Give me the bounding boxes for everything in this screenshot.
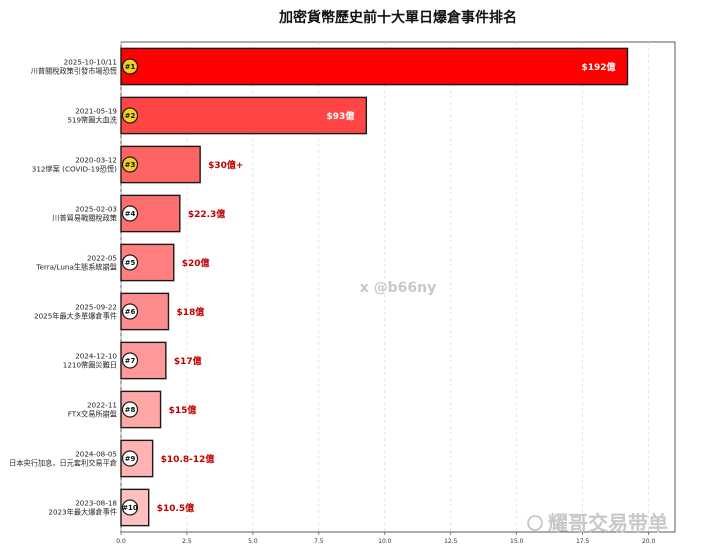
value-label: $22.3億 [188, 208, 225, 220]
category-event: 日本央行加息，日元套利交易平倉 [9, 459, 117, 468]
rank-badge [121, 205, 139, 222]
watermark-corner: 耀哥交易带单 [527, 511, 668, 535]
x-tick-label: 20.0 [642, 538, 656, 545]
value-label: $30億+ [208, 159, 243, 171]
rank-label: #4 [125, 210, 136, 218]
x-axis: 0.0 2.5 5.0 7.5 10.0 12.5 15.0 17.5 20.0 [116, 532, 655, 545]
value-label: $18億 [176, 306, 204, 318]
watermark-center: x @b66ny [360, 280, 437, 296]
chart-title: 加密貨幣歷史前十大單日爆倉事件排名 [278, 9, 517, 26]
category-event: FTX交易所崩盤 [68, 410, 117, 419]
category-event: 312慘案 (COVID-19恐慌) [32, 165, 117, 174]
category-event: Terra/Luna生態系統崩盤 [35, 263, 117, 272]
watermark-logo-icon [527, 515, 543, 531]
bar [120, 145, 201, 184]
rank-label: #7 [125, 357, 136, 365]
x-tick-label: 17.5 [576, 538, 590, 545]
rank-badge [121, 499, 139, 516]
x-tick-label: 10.0 [378, 538, 392, 545]
value-label: $17億 [174, 355, 202, 367]
category-event: 2025年最大多單爆倉事件 [34, 312, 117, 321]
rank-label: #3 [125, 161, 136, 169]
category-date: 2025-10-10/11 [64, 58, 117, 67]
category-date: 2020-03-12 [75, 156, 117, 165]
rank-badge [121, 58, 139, 75]
rank-badge [121, 303, 139, 320]
rank-label: #6 [125, 308, 136, 316]
category-date: 2022-05 [87, 254, 117, 263]
category-date: 2025-09-22 [75, 303, 117, 312]
category-event: 川普關稅政策引發市場恐慌 [31, 67, 117, 76]
x-tick-label: 12.5 [444, 538, 458, 545]
bar [120, 96, 368, 135]
x-tick-label: 7.5 [314, 538, 324, 545]
rank-badge [121, 254, 139, 271]
rank-badge [121, 401, 139, 418]
bar [120, 292, 170, 331]
x-tick-label: 15.0 [510, 538, 524, 545]
rank-label: #1 [125, 63, 136, 71]
category-event: 1210幣圈災難日 [63, 361, 117, 370]
value-label: $20億 [182, 257, 210, 269]
category-event: 川普貿易戰關稅政策 [52, 214, 117, 223]
category-date: 2024-08-05 [75, 450, 117, 459]
value-label: $192億 [581, 61, 615, 73]
category-date: 2023-08-18 [75, 499, 117, 508]
x-tick-label: 2.5 [182, 538, 192, 545]
category-date: 2021-05-19 [75, 107, 117, 116]
rank-badge [121, 450, 139, 467]
value-label: $10.8-12億 [161, 453, 215, 465]
value-label: $93億 [327, 110, 355, 122]
category-event: 2023年最大爆倉事件 [48, 508, 117, 517]
category-date: 2024-12-10 [75, 352, 117, 361]
rank-label: #8 [125, 406, 136, 414]
rank-label: #10 [122, 504, 138, 512]
rank-label: #2 [125, 112, 136, 120]
category-date: 2022-11 [87, 401, 117, 410]
rank-badge [121, 156, 139, 173]
rank-label: #5 [125, 259, 136, 267]
rank-badge [121, 352, 139, 369]
bar [120, 47, 629, 86]
value-label: $10.5億 [157, 502, 194, 514]
category-date: 2025-02-03 [75, 205, 117, 214]
rank-badge [121, 107, 139, 124]
category-event: 519幣圈大血洗 [67, 116, 117, 125]
rank-label: #9 [125, 455, 136, 463]
watermark-corner-text: 耀哥交易带单 [548, 511, 668, 535]
value-label: $15億 [169, 404, 197, 416]
x-tick-label: 0.0 [116, 538, 126, 545]
x-tick-label: 5.0 [248, 538, 258, 545]
